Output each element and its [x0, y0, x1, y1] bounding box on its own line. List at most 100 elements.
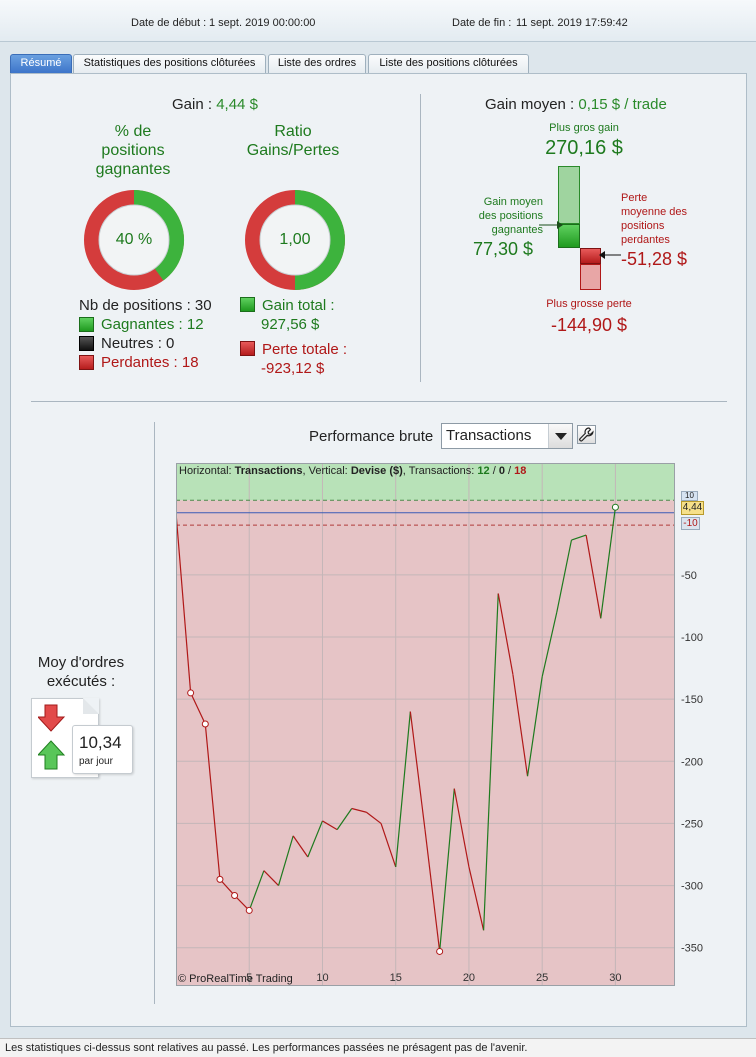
performance-segment	[468, 866, 485, 931]
orders-per-day-unit: par jour	[79, 756, 113, 767]
total-loss: Perte totale : -923,12 $	[261, 340, 348, 378]
info-tx-neutral: 0	[498, 465, 505, 477]
avg-win-label-line: des positions	[478, 210, 543, 222]
x-tick-label: 5	[246, 972, 252, 984]
loss-zone	[176, 500, 674, 985]
total-loss-value: -923,12 $	[261, 360, 325, 377]
total-gain-swatch	[240, 297, 255, 312]
biggest-loss-label: Plus grosse perte	[546, 298, 632, 310]
performance-segment	[453, 788, 470, 868]
performance-segment	[482, 593, 499, 931]
biggest-loss-bar	[580, 264, 601, 290]
avg-win-label-line: gagnantes	[491, 224, 543, 236]
avg-win-label: Gain moyen des positions gagnantes	[455, 195, 543, 237]
profit-zone	[176, 463, 674, 501]
positions-count: Nb de positions : 30	[79, 297, 212, 314]
performance-segment	[541, 612, 558, 677]
biggest-loss-value: -144,90 $	[550, 315, 628, 335]
chart-frame	[176, 463, 675, 986]
performance-segment	[439, 788, 455, 952]
total-gain-label: Gain total :	[262, 297, 335, 314]
total-gain-value: 927,56 $	[261, 316, 320, 333]
upper-band-label: 10	[681, 491, 698, 501]
performance-segment	[190, 692, 206, 725]
y-tick-label: -350	[681, 943, 703, 955]
info-tx-win: 12	[477, 465, 490, 477]
performance-marker	[436, 947, 444, 955]
winning-count: Gagnantes : 12	[101, 316, 204, 333]
ratio-title-line: Gains/Pertes	[246, 142, 340, 159]
avg-win-arrow-icon	[539, 221, 563, 229]
tab-closed-position-stats[interactable]: Statistiques des positions clôturées	[73, 54, 266, 73]
win-pct-value: 40 %	[115, 231, 153, 248]
tab-order-list[interactable]: Liste des ordres	[268, 54, 366, 73]
performance-segment	[336, 808, 353, 830]
performance-segment	[277, 835, 294, 886]
performance-segment	[366, 811, 382, 824]
orders-per-day-bubble: 10,34 par jour	[72, 725, 133, 774]
avg-loss-arrow-icon	[599, 251, 621, 259]
biggest-gain-value: 270,16 $	[545, 137, 623, 159]
avg-loss-label-line: perdantes	[621, 234, 670, 246]
info-tx-label: , Transactions:	[402, 465, 475, 477]
chevron-down-icon[interactable]	[548, 424, 572, 448]
win-pct-win-arc	[133, 190, 184, 281]
avg-loss-label-line: positions	[621, 220, 665, 232]
performance-marker	[231, 892, 239, 900]
performance-segment	[175, 512, 192, 693]
performance-marker	[245, 906, 253, 914]
avg-gain-summary: Gain moyen : 0,15 $ / trade	[485, 96, 667, 113]
performance-segment	[556, 539, 573, 613]
win-pct-title-line: positions	[101, 142, 165, 159]
info-horizontal-value: Transactions	[234, 465, 303, 477]
chart-divider	[154, 422, 155, 1004]
x-tick-label: 25	[536, 972, 548, 984]
total-loss-label: Perte totale :	[262, 341, 348, 358]
avg-gain-label: Gain moyen :	[485, 96, 575, 113]
avg-loss-label-line: Perte	[621, 192, 648, 204]
performance-segment	[600, 507, 617, 619]
horizontal-divider	[31, 401, 727, 402]
gain-value: 4,44 $	[216, 96, 258, 113]
avg-win-value: 77,30 $	[473, 239, 534, 259]
performance-segment	[351, 807, 367, 813]
performance-chart-svg: 5 10 15 20 25 30-50-100-150-200-250-300-350	[175, 463, 703, 986]
gain-summary: Gain : 4,44 $	[172, 96, 258, 113]
info-vertical-label: , Vertical:	[302, 465, 348, 477]
neutral-swatch	[79, 336, 94, 351]
performance-segment	[497, 593, 514, 675]
lower-band-label: -10	[681, 517, 700, 530]
win-pct-donut: 40 %	[82, 188, 186, 292]
y-tick-label: -200	[681, 756, 703, 768]
end-date-label: Date de fin :	[452, 17, 512, 29]
tab-closed-position-list[interactable]: Liste des positions clôturées	[368, 54, 529, 73]
performance-segment	[380, 823, 397, 868]
y-tick-label: -300	[681, 881, 703, 893]
info-sep: /	[508, 465, 512, 477]
disclaimer-footer: Les statistiques ci-dessus sont relative…	[0, 1038, 756, 1057]
gain-label: Gain :	[172, 96, 213, 113]
avg-loss-label-line: moyenne des	[621, 206, 688, 218]
neutral-count: Neutres : 0	[101, 335, 175, 352]
performance-segment	[526, 676, 543, 777]
biggest-gain-bar	[558, 166, 580, 224]
performance-segment	[322, 820, 338, 831]
chart-info-line: Horizontal: Transactions, Vertical: Devi…	[179, 465, 526, 477]
x-tick-label: 30	[609, 972, 621, 984]
tab-resume[interactable]: Résumé	[10, 54, 72, 74]
wrench-icon[interactable]	[577, 425, 596, 444]
performance-segment	[512, 674, 529, 777]
performance-mode-value: Transactions	[446, 427, 532, 444]
avg-win-bar	[558, 224, 580, 248]
losing-swatch	[79, 355, 94, 370]
orders-label-line: exécutés :	[46, 673, 116, 690]
avg-loss-bar	[580, 248, 601, 264]
avg-gain-value: 0,15 $ / trade	[578, 96, 667, 113]
performance-segment	[204, 723, 221, 880]
performance-mode-select[interactable]: Transactions	[441, 423, 573, 449]
winning-swatch	[79, 317, 94, 332]
x-tick-label: 20	[463, 972, 475, 984]
info-vertical-value: Devise ($)	[350, 465, 403, 477]
ratio-title-line: Ratio	[274, 123, 312, 140]
losing-count: Perdantes : 18	[101, 354, 199, 371]
